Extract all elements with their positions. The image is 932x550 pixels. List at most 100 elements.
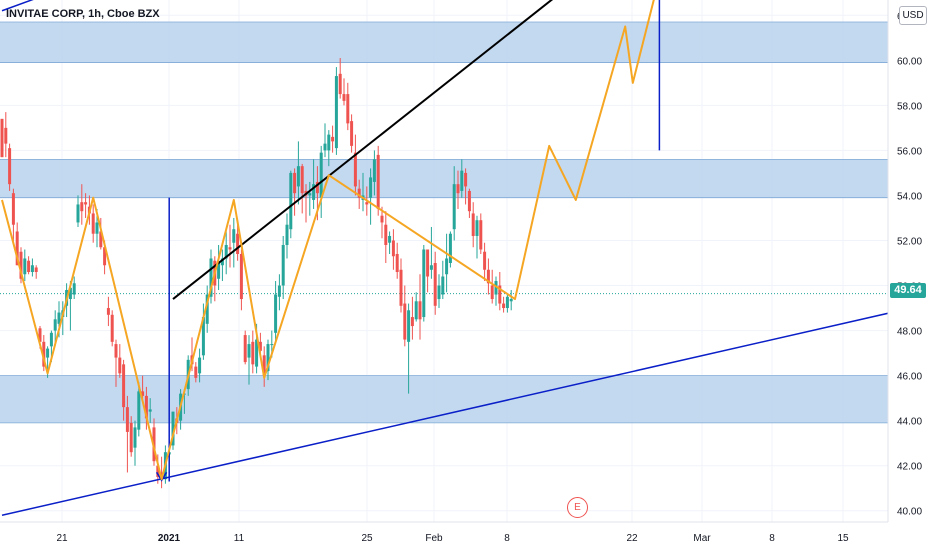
candle-body: [224, 244, 228, 259]
zone-band: [0, 159, 888, 198]
candle-body: [23, 258, 27, 275]
x-tick-label: 11: [234, 533, 245, 544]
candle-body: [68, 287, 72, 300]
candle-body: [456, 184, 460, 194]
x-tick-label: Feb: [425, 533, 443, 544]
y-tick-label: 46.00: [897, 372, 922, 383]
candle-body: [141, 391, 145, 396]
x-tick-label: Mar: [693, 533, 711, 544]
candle-body: [426, 249, 430, 277]
candle-body: [277, 285, 281, 297]
candle-body: [285, 224, 289, 245]
candle-body: [30, 265, 34, 273]
candle-body: [0, 118, 4, 158]
candle-body: [502, 303, 506, 309]
x-tick-label: 22: [626, 533, 638, 544]
y-tick-label: 54.00: [897, 191, 922, 202]
symbol-title: INVITAE CORP, 1h, Cboe BZX: [6, 8, 160, 20]
candle-body: [505, 296, 509, 309]
candle-body: [258, 341, 262, 351]
x-tick-label: 21: [56, 533, 68, 544]
y-tick-label: 40.00: [897, 507, 922, 518]
candle-body: [483, 251, 487, 270]
candle-body: [144, 395, 148, 419]
candle-body: [274, 294, 278, 333]
support-resistance-zones[interactable]: [0, 21, 888, 424]
candle-body: [342, 94, 346, 101]
x-tick-label: 2021: [158, 533, 181, 544]
candle-body: [369, 177, 373, 198]
candle-body: [11, 193, 15, 225]
candle-body: [38, 328, 42, 342]
candle-body: [34, 267, 38, 273]
candle-body: [395, 253, 399, 273]
candle-body: [239, 253, 243, 300]
candlestick-series: [0, 58, 513, 489]
candle-body: [353, 152, 357, 187]
y-tick-label: 44.00: [897, 417, 922, 428]
candle-body: [262, 355, 266, 376]
candle-body: [323, 143, 327, 151]
candle-body: [27, 260, 31, 273]
candle-body: [19, 251, 23, 279]
candle-body: [125, 407, 129, 432]
drawing-tools[interactable]: [1, 0, 892, 516]
candle-body: [57, 312, 61, 324]
candle-body: [403, 303, 407, 340]
candle-body: [270, 344, 274, 346]
candle-body: [114, 344, 118, 358]
x-tick-label: 8: [769, 533, 775, 544]
y-tick-label: 42.00: [897, 462, 922, 473]
candle-body: [486, 269, 490, 284]
candle-body: [293, 172, 297, 194]
candle-body: [110, 314, 114, 342]
y-tick-label: 48.00: [897, 327, 922, 338]
candle-body: [452, 184, 456, 230]
trend-line: [1, 0, 34, 12]
candle-body: [289, 172, 293, 230]
candle-body: [346, 94, 350, 124]
candle-body: [76, 204, 80, 223]
candle-body: [334, 76, 338, 149]
candle-body: [205, 294, 209, 324]
candle-body: [410, 317, 414, 327]
candle-body: [498, 285, 502, 304]
candle-body: [236, 233, 240, 254]
candle-body: [464, 172, 468, 187]
candle-body: [331, 136, 335, 142]
y-tick-label: 60.00: [897, 56, 922, 67]
candle-body: [198, 357, 202, 374]
earnings-marker-icon[interactable]: E: [567, 497, 588, 518]
candle-body: [209, 258, 213, 297]
candle-body: [129, 422, 133, 453]
candle-body: [433, 263, 437, 306]
candle-body: [95, 222, 99, 234]
candle-body: [350, 121, 354, 146]
candle-body: [327, 134, 331, 151]
candle-body: [300, 166, 304, 194]
candle-body: [118, 357, 122, 374]
candle-body: [388, 235, 392, 243]
candle-body: [243, 335, 247, 363]
last-price-tag: 49.64: [890, 283, 926, 298]
candle-body: [84, 202, 88, 205]
candle-body: [15, 231, 19, 266]
candle-body: [228, 247, 232, 250]
candle-body: [46, 348, 50, 358]
candle-body: [296, 166, 300, 187]
currency-button[interactable]: USD: [899, 6, 927, 25]
candle-body: [372, 159, 376, 182]
time-axis-panel: [0, 522, 932, 550]
candle-body: [106, 308, 110, 315]
candle-body: [103, 247, 107, 266]
y-tick-label: 56.00: [897, 146, 922, 157]
candle-body: [247, 344, 251, 358]
candle-body: [445, 258, 449, 275]
candle-body: [319, 152, 323, 198]
candle-body: [494, 281, 498, 295]
zone-band: [0, 22, 888, 63]
grid-lines: [0, 0, 888, 522]
candle-body: [232, 229, 236, 243]
